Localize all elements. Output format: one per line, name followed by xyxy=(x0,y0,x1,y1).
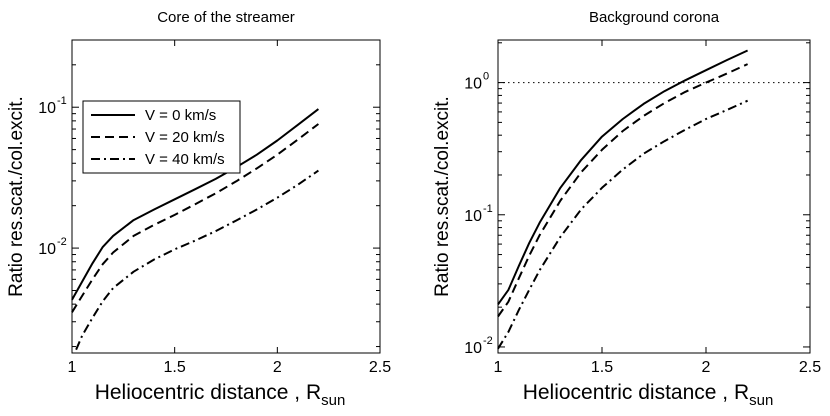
y-axis-label: Ratio res.scat./col.excit. xyxy=(6,96,27,297)
series-line-1 xyxy=(497,49,749,305)
x-axis-label-subscript: sun xyxy=(749,392,773,409)
chart-title: Core of the streamer xyxy=(157,9,295,26)
chart-title: Background corona xyxy=(589,9,720,26)
series-line-3 xyxy=(497,99,749,350)
x-axis-label: Heliocentric distance , Rsun xyxy=(523,381,774,409)
y-tick-label: 10 xyxy=(38,241,56,258)
x-tick-label: 1 xyxy=(494,359,503,376)
y-tick-label-exponent: -2 xyxy=(57,236,67,248)
y-tick-label: 10 xyxy=(464,76,482,93)
y-tick-label-exponent: 0 xyxy=(483,71,489,83)
x-axis-label-main: Heliocentric distance , R xyxy=(95,381,321,404)
y-tick-label-exponent: -2 xyxy=(483,335,493,347)
chart-core-of-streamer: Core of the streamer Ratio res.scat./col… xyxy=(6,9,391,409)
x-tick-label: 1.5 xyxy=(591,359,613,376)
x-tick-label: 1 xyxy=(68,359,77,376)
x-axis-label: Heliocentric distance , Rsun xyxy=(95,381,346,409)
series-line-2 xyxy=(71,123,320,313)
x-tick-label: 2.5 xyxy=(799,359,821,376)
y-tick-label-exponent: -1 xyxy=(483,203,493,215)
plot-frame xyxy=(497,39,811,354)
series-line-1 xyxy=(71,108,320,301)
y-axis-label: Ratio res.scat./col.excit. xyxy=(432,96,453,297)
x-axis-label-main: Heliocentric distance , R xyxy=(523,381,749,404)
y-tick-label: 10 xyxy=(464,208,482,225)
legend: V = 0 km/s V = 20 km/s V = 40 km/s xyxy=(82,100,241,174)
y-tick-label-exponent: -1 xyxy=(57,95,67,107)
x-tick-label: 2 xyxy=(702,359,711,376)
x-tick-label: 2.5 xyxy=(369,359,391,376)
plot-frame xyxy=(71,39,381,354)
x-tick-label: 1.5 xyxy=(164,359,186,376)
series-line-2 xyxy=(497,63,749,318)
x-tick-label: 2 xyxy=(273,359,282,376)
chart-background-corona: Background corona Ratio res.scat./col.ex… xyxy=(432,9,821,409)
series-line-3 xyxy=(75,169,319,351)
y-tick-label: 10 xyxy=(38,100,56,117)
legend-label: V = 0 km/s xyxy=(145,107,216,124)
y-tick-label: 10 xyxy=(464,340,482,357)
legend-label: V = 40 km/s xyxy=(145,151,225,168)
legend-label: V = 20 km/s xyxy=(145,129,225,146)
x-axis-label-subscript: sun xyxy=(321,392,345,409)
